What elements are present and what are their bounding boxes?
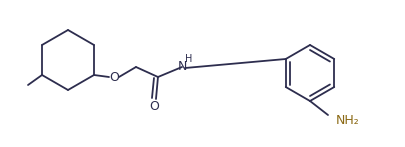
Text: O: O <box>109 71 119 83</box>
Text: H: H <box>185 54 192 64</box>
Text: NH₂: NH₂ <box>335 113 359 127</box>
Text: O: O <box>149 100 158 112</box>
Text: N: N <box>177 60 186 72</box>
